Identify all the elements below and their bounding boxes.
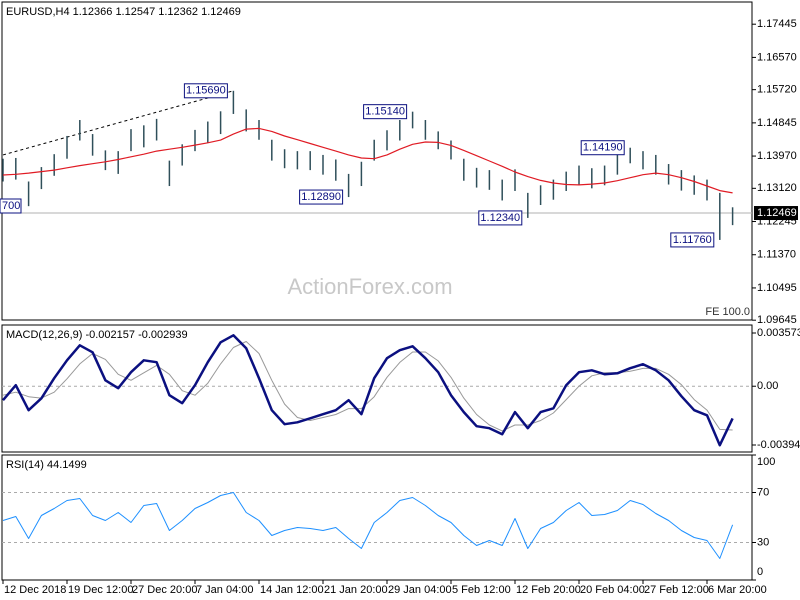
y-tick-label: 100 [757, 456, 775, 468]
x-tick-label: 12 Dec 2018 [4, 584, 66, 596]
panel-frame [1, 1, 753, 321]
y-tick-label: 0 [757, 566, 763, 578]
x-tick-label: 19 Dec 12:00 [68, 584, 133, 596]
y-tick-label: -0.003945 [757, 439, 800, 451]
x-tick-label: 7 Jan 04:00 [196, 584, 254, 596]
x-tick-label: 5 Feb 12:00 [452, 584, 511, 596]
y-tick-label: 0.00 [757, 380, 778, 392]
annotation-label: 1.12340 [480, 212, 520, 224]
y-tick-label: 1.10495 [757, 282, 797, 294]
panel-frame [1, 454, 753, 581]
y-tick-label: 1.14845 [757, 117, 797, 129]
annotation-label: 700 [2, 200, 20, 212]
annotation-box [299, 189, 344, 205]
watermark: ActionForex.com [287, 274, 452, 299]
y-tick-label: 1.09645 [757, 314, 797, 326]
annotation-box [478, 210, 523, 226]
last-price-label: 1.12469 [757, 207, 797, 219]
y-tick-label: 0.003573 [757, 327, 800, 339]
y-tick-label: 1.11370 [757, 249, 796, 261]
y-tick-label: 1.13970 [757, 150, 797, 162]
annotation-label: 1.12890 [301, 191, 341, 203]
panel-frame [1, 324, 753, 453]
annotation-box [580, 140, 625, 156]
y-tick-label: 1.13120 [757, 182, 797, 194]
annotation-box [363, 104, 408, 120]
last-price-box [754, 206, 798, 221]
rsi-line [2, 492, 734, 559]
x-tick-label: 6 Mar 20:00 [708, 584, 767, 596]
y-tick-label: 1.15720 [757, 84, 797, 96]
annotation-label: 1.11760 [673, 234, 712, 246]
fe-label: FE 100.0 [705, 306, 750, 318]
x-tick-label: 27 Feb 12:00 [644, 584, 709, 596]
y-tick-label: 30 [757, 536, 769, 548]
panel-title: MACD(12,26,9) -0.002157 -0.002939 [6, 329, 188, 341]
x-tick-label: 20 Feb 04:00 [580, 584, 645, 596]
annotation-label: 1.15690 [186, 85, 226, 97]
annotation-box [0, 198, 22, 214]
moving-average [2, 127, 733, 194]
annotation-box [670, 232, 715, 248]
y-tick-label: 1.17445 [757, 18, 797, 30]
trendline [2, 90, 234, 156]
x-tick-label: 12 Feb 20:00 [516, 584, 581, 596]
annotation-box [183, 83, 228, 99]
annotation-label: 1.15140 [365, 106, 405, 118]
y-tick-label: 70 [757, 486, 769, 498]
x-tick-label: 27 Dec 20:00 [132, 584, 197, 596]
x-tick-label: 14 Jan 12:00 [260, 584, 324, 596]
panel-title: RSI(14) 44.1499 [6, 459, 87, 471]
annotation-label: 1.14190 [583, 142, 623, 154]
panel-title: EURUSD,H4 1.12366 1.12547 1.12362 1.1246… [6, 6, 241, 18]
y-tick-label: 1.16570 [757, 51, 797, 63]
macd-line [2, 334, 734, 447]
x-tick-label: 21 Jan 20:00 [324, 584, 388, 596]
x-tick-label: 29 Jan 04:00 [388, 584, 452, 596]
